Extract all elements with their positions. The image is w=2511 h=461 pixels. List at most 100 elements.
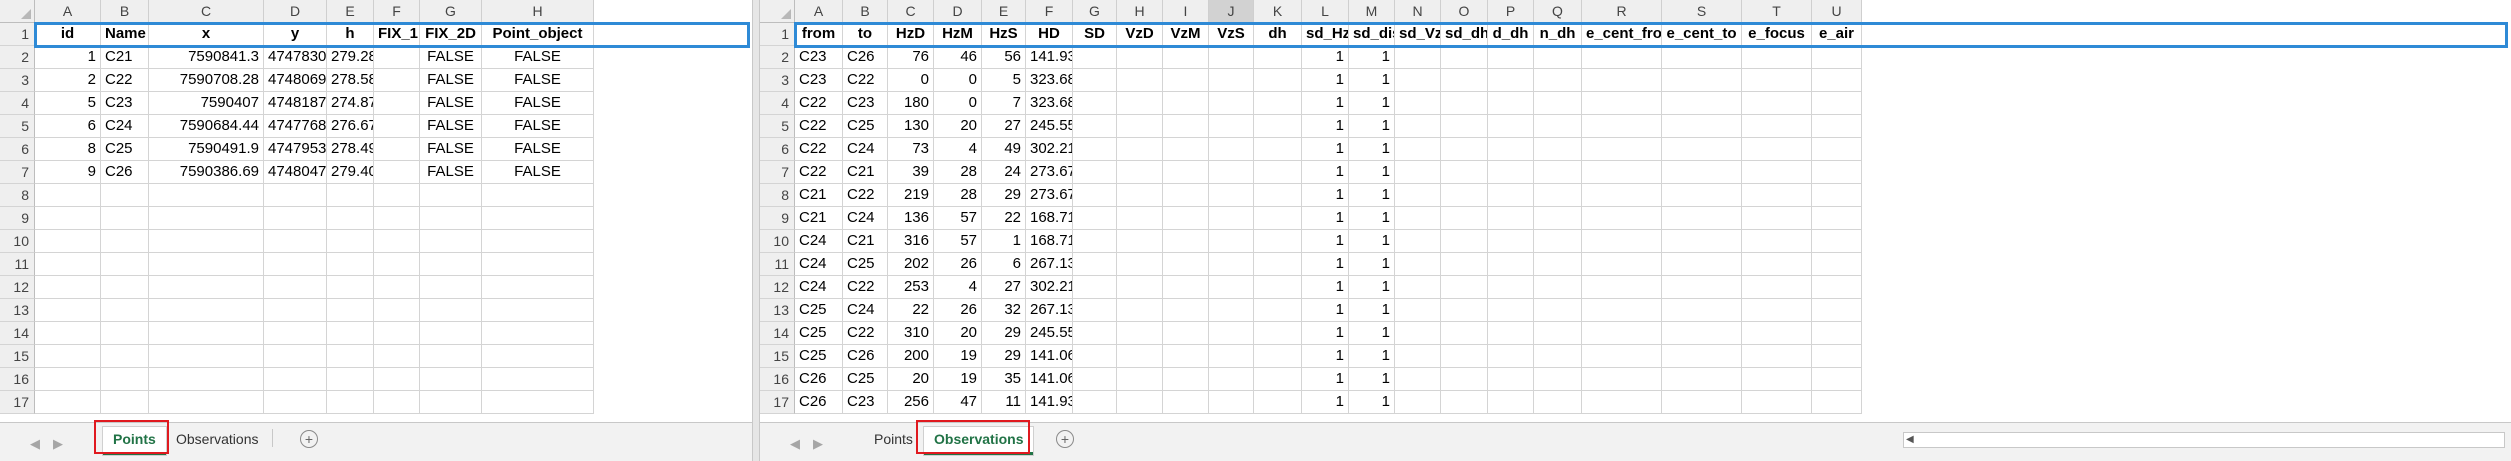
- row-number-16[interactable]: 16: [0, 368, 35, 391]
- cell-d11[interactable]: 26: [934, 253, 982, 276]
- cell-i16[interactable]: [1163, 368, 1209, 391]
- cell-o10[interactable]: [1441, 230, 1488, 253]
- cell-b7[interactable]: C21: [843, 161, 888, 184]
- cell-s17[interactable]: [1662, 391, 1742, 414]
- cell-b12[interactable]: C22: [843, 276, 888, 299]
- cell-l2[interactable]: 1: [1302, 46, 1349, 69]
- column-header-j[interactable]: J: [1209, 0, 1254, 23]
- column-title-vzm[interactable]: VzM: [1163, 23, 1209, 46]
- cell-m3[interactable]: 1: [1349, 69, 1395, 92]
- chevron-left-icon[interactable]: ◀: [790, 436, 800, 451]
- cell-p9[interactable]: [1488, 207, 1534, 230]
- cell-h11[interactable]: [482, 253, 594, 276]
- cell-j13[interactable]: [1209, 299, 1254, 322]
- cell-d9[interactable]: [264, 207, 327, 230]
- cell-c10[interactable]: [149, 230, 264, 253]
- cell-b5[interactable]: C24: [101, 115, 149, 138]
- cell-b4[interactable]: C23: [101, 92, 149, 115]
- cell-f16[interactable]: [374, 368, 420, 391]
- cell-h8[interactable]: [1117, 184, 1163, 207]
- row-number-9[interactable]: 9: [760, 207, 795, 230]
- cell-e5[interactable]: 276.676: [327, 115, 374, 138]
- tab-observations[interactable]: Observations: [924, 427, 1034, 455]
- cell-k8[interactable]: [1254, 184, 1302, 207]
- column-title-n-dh[interactable]: n_dh: [1534, 23, 1582, 46]
- cell-f13[interactable]: [374, 299, 420, 322]
- cell-q11[interactable]: [1534, 253, 1582, 276]
- cell-u17[interactable]: [1812, 391, 1862, 414]
- cell-j11[interactable]: [1209, 253, 1254, 276]
- cell-h15[interactable]: [482, 345, 594, 368]
- cell-d10[interactable]: 57: [934, 230, 982, 253]
- cell-r7[interactable]: [1582, 161, 1662, 184]
- cell-f14[interactable]: 245.551: [1026, 322, 1073, 345]
- cell-d6[interactable]: 4: [934, 138, 982, 161]
- cell-a3[interactable]: C23: [795, 69, 843, 92]
- cell-p7[interactable]: [1488, 161, 1534, 184]
- cell-t3[interactable]: [1742, 69, 1812, 92]
- horizontal-scrollbar[interactable]: ◀: [1903, 432, 2505, 448]
- cell-q16[interactable]: [1534, 368, 1582, 391]
- cell-t10[interactable]: [1742, 230, 1812, 253]
- cell-n8[interactable]: [1395, 184, 1441, 207]
- chevron-right-icon[interactable]: ▶: [813, 436, 823, 451]
- cell-u16[interactable]: [1812, 368, 1862, 391]
- cell-n2[interactable]: [1395, 46, 1441, 69]
- cell-l6[interactable]: 1: [1302, 138, 1349, 161]
- cell-f3[interactable]: 323.686: [1026, 69, 1073, 92]
- cell-g6[interactable]: [1073, 138, 1117, 161]
- cell-f10[interactable]: [374, 230, 420, 253]
- cell-o4[interactable]: [1441, 92, 1488, 115]
- column-header-l[interactable]: L: [1302, 0, 1349, 23]
- cell-c4[interactable]: 180: [888, 92, 934, 115]
- cell-a9[interactable]: C21: [795, 207, 843, 230]
- cell-p13[interactable]: [1488, 299, 1534, 322]
- cell-i4[interactable]: [1163, 92, 1209, 115]
- cell-d8[interactable]: [264, 184, 327, 207]
- cell-g17[interactable]: [420, 391, 482, 414]
- cell-d2[interactable]: 4747830.21: [264, 46, 327, 69]
- cell-d3[interactable]: 4748069.38: [264, 69, 327, 92]
- cell-a11[interactable]: [35, 253, 101, 276]
- cell-d16[interactable]: [264, 368, 327, 391]
- cell-b12[interactable]: [101, 276, 149, 299]
- cell-c16[interactable]: 20: [888, 368, 934, 391]
- cell-u13[interactable]: [1812, 299, 1862, 322]
- cell-d11[interactable]: [264, 253, 327, 276]
- cell-q2[interactable]: [1534, 46, 1582, 69]
- cell-c12[interactable]: [149, 276, 264, 299]
- cell-h3[interactable]: [1117, 69, 1163, 92]
- cell-g4[interactable]: [1073, 92, 1117, 115]
- column-title-fix-1d[interactable]: FIX_1D: [374, 23, 420, 46]
- cell-u2[interactable]: [1812, 46, 1862, 69]
- cell-c5[interactable]: 130: [888, 115, 934, 138]
- cell-c8[interactable]: [149, 184, 264, 207]
- cell-c15[interactable]: 200: [888, 345, 934, 368]
- cell-d8[interactable]: 28: [934, 184, 982, 207]
- cell-o5[interactable]: [1441, 115, 1488, 138]
- cell-h6[interactable]: [1117, 138, 1163, 161]
- cell-f4[interactable]: [374, 92, 420, 115]
- cell-a5[interactable]: 6: [35, 115, 101, 138]
- column-header-c[interactable]: C: [888, 0, 934, 23]
- cell-t5[interactable]: [1742, 115, 1812, 138]
- cell-j16[interactable]: [1209, 368, 1254, 391]
- cell-c12[interactable]: 253: [888, 276, 934, 299]
- cell-r2[interactable]: [1582, 46, 1662, 69]
- cell-a14[interactable]: [35, 322, 101, 345]
- column-header-c[interactable]: C: [149, 0, 264, 23]
- cell-c13[interactable]: [149, 299, 264, 322]
- select-all-corner[interactable]: [760, 0, 795, 23]
- cell-g14[interactable]: [1073, 322, 1117, 345]
- cell-f12[interactable]: [374, 276, 420, 299]
- cell-a13[interactable]: [35, 299, 101, 322]
- cell-o9[interactable]: [1441, 207, 1488, 230]
- cell-b9[interactable]: [101, 207, 149, 230]
- cell-f17[interactable]: [374, 391, 420, 414]
- cell-e15[interactable]: 29: [982, 345, 1026, 368]
- cell-q17[interactable]: [1534, 391, 1582, 414]
- cell-i15[interactable]: [1163, 345, 1209, 368]
- cell-u11[interactable]: [1812, 253, 1862, 276]
- cell-a13[interactable]: C25: [795, 299, 843, 322]
- cell-n10[interactable]: [1395, 230, 1441, 253]
